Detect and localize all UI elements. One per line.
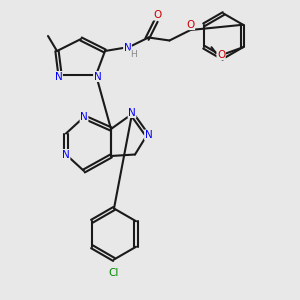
Text: N: N	[145, 130, 152, 140]
Text: O: O	[153, 10, 162, 20]
Text: N: N	[124, 43, 131, 53]
Text: N: N	[128, 107, 136, 118]
Text: H: H	[130, 50, 137, 59]
Text: O: O	[186, 20, 195, 30]
Text: N: N	[62, 149, 70, 160]
Text: O: O	[217, 50, 225, 60]
Text: N: N	[80, 112, 88, 122]
Text: N: N	[94, 71, 101, 82]
Text: N: N	[55, 71, 62, 82]
Text: Cl: Cl	[109, 268, 119, 278]
